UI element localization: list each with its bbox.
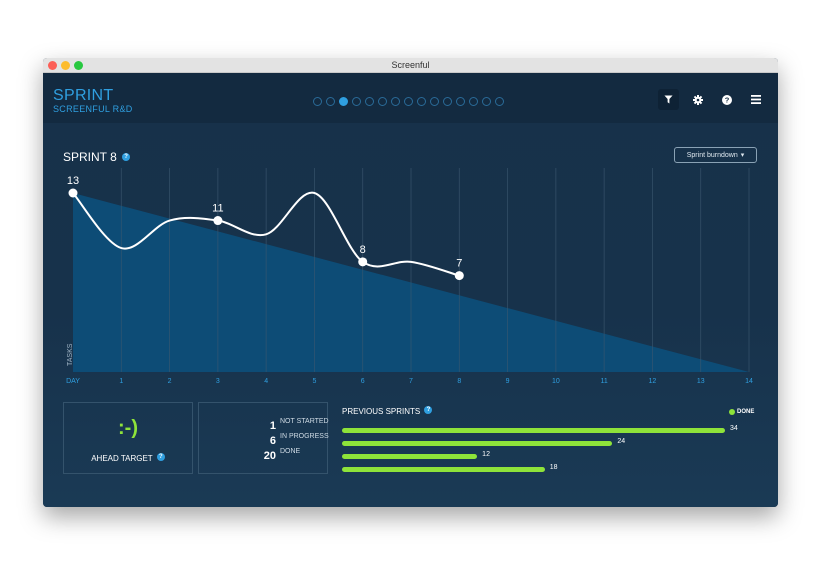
pager-dot[interactable]	[352, 97, 361, 106]
menu-icon	[750, 95, 761, 104]
mood-panel: :-) AHEAD TARGET ?	[63, 402, 193, 474]
chart-title: SPRINT 8 ?	[63, 150, 131, 164]
x-tick-label: DAY	[66, 378, 80, 385]
count-value: 20	[263, 450, 276, 462]
zoom-window-button[interactable]	[74, 61, 83, 70]
info-icon[interactable]: ?	[424, 406, 433, 414]
pager-dot[interactable]	[313, 97, 322, 106]
mood-label: AHEAD TARGET ?	[64, 453, 192, 463]
pager-dot[interactable]	[378, 97, 387, 106]
pager-dot[interactable]	[339, 97, 348, 106]
count-label: NOT STARTED	[280, 418, 329, 425]
x-tick-label: 7	[409, 378, 413, 385]
actual-line	[72, 191, 460, 277]
pager-dot[interactable]	[443, 97, 452, 106]
x-tick-label: 8	[457, 378, 461, 385]
pager-dot[interactable]	[495, 97, 504, 106]
chart-title-text: SPRINT 8	[63, 150, 117, 164]
title-bar: Screenful	[43, 58, 778, 73]
data-point	[68, 188, 78, 198]
task-counts-panel: 1 NOT STARTED 6 IN PROGRESS 20 DONE	[198, 402, 329, 474]
smiley-icon: :-)	[118, 417, 138, 439]
filter-button[interactable]	[658, 89, 679, 110]
previous-sprints-title: PREVIOUS SPRINTS ?	[342, 406, 433, 416]
count-row-done: 20 DONE	[199, 446, 300, 464]
minimize-window-button[interactable]	[61, 61, 70, 70]
bar-fill	[342, 428, 725, 433]
x-tick-label: 9	[506, 378, 510, 385]
count-label: DONE	[280, 448, 301, 455]
x-tick-label: 5	[312, 378, 316, 385]
legend-swatch	[729, 409, 735, 415]
chevron-down-icon: ▾	[740, 152, 745, 159]
data-label: 7	[456, 258, 462, 270]
toolbar: ?	[658, 89, 766, 110]
count-label: IN PROGRESS	[280, 433, 329, 440]
pager-dot[interactable]	[430, 97, 439, 106]
x-tick-label: 11	[601, 378, 608, 385]
x-tick-label: 6	[361, 378, 365, 385]
window-title: Screenful	[391, 60, 430, 70]
svg-text:?: ?	[724, 95, 729, 104]
help-button[interactable]: ?	[716, 89, 737, 110]
legend: DONE	[729, 409, 754, 415]
x-tick-label: 3	[216, 378, 220, 385]
pager-dot[interactable]	[417, 97, 426, 106]
count-row-not-started: 1 NOT STARTED	[199, 416, 329, 434]
settings-button[interactable]	[687, 89, 708, 110]
data-point	[358, 257, 368, 267]
bar-fill	[342, 454, 478, 459]
app-window: Screenful SPRINT SCREENFUL R&D	[43, 58, 778, 507]
top-bar: SPRINT SCREENFUL R&D	[43, 73, 778, 123]
dropdown-label: Sprint burndown	[686, 151, 738, 159]
pager-dot[interactable]	[404, 97, 413, 106]
x-tick-label: 4	[264, 378, 268, 385]
x-tick-label: 2	[168, 378, 172, 385]
x-tick-label: 12	[649, 378, 657, 385]
x-tick-label: 10	[552, 378, 560, 385]
info-icon[interactable]: ?	[156, 453, 165, 461]
bar-value: 24	[617, 438, 626, 445]
bar-value: 34	[730, 425, 738, 432]
bar-value: 12	[482, 451, 490, 458]
app-content: SPRINT SCREENFUL R&D	[43, 73, 778, 507]
help-icon: ?	[721, 94, 732, 105]
pager-dot[interactable]	[391, 97, 400, 106]
x-tick-label: 13	[697, 378, 705, 385]
count-row-in-progress: 6 IN PROGRESS	[199, 431, 329, 449]
y-axis-label: TASKS	[67, 343, 74, 366]
mood-label-text: AHEAD TARGET	[91, 454, 153, 463]
data-label: 8	[360, 244, 366, 256]
menu-button[interactable]	[745, 89, 766, 110]
data-label: 11	[212, 203, 223, 215]
pager-dot[interactable]	[469, 97, 478, 106]
count-value: 6	[269, 435, 276, 447]
pager-dot[interactable]	[365, 97, 374, 106]
close-window-button[interactable]	[48, 61, 57, 70]
bar-value: 18	[549, 464, 558, 471]
filter-icon	[664, 95, 673, 104]
gear-icon	[692, 94, 703, 105]
x-tick-label: 14	[745, 378, 753, 385]
pager-dot[interactable]	[326, 97, 335, 106]
data-label: 13	[67, 175, 79, 187]
previous-sprints-title-text: PREVIOUS SPRINTS	[342, 407, 421, 416]
info-icon[interactable]: ?	[122, 153, 131, 161]
chart-type-dropdown[interactable]: Sprint burndown ▾	[674, 147, 757, 163]
pager-dot[interactable]	[456, 97, 465, 106]
x-tick-label: 1	[119, 378, 123, 385]
pager-dot[interactable]	[482, 97, 491, 106]
team-name: SCREENFUL R&D	[53, 104, 133, 114]
legend-label: DONE	[737, 409, 755, 415]
page-title: SPRINT	[53, 87, 114, 104]
count-value: 1	[269, 420, 276, 432]
bar-fill	[342, 467, 545, 472]
bar-fill	[342, 441, 613, 446]
data-point	[213, 216, 223, 226]
view-pager	[313, 97, 504, 106]
data-point	[454, 271, 464, 281]
